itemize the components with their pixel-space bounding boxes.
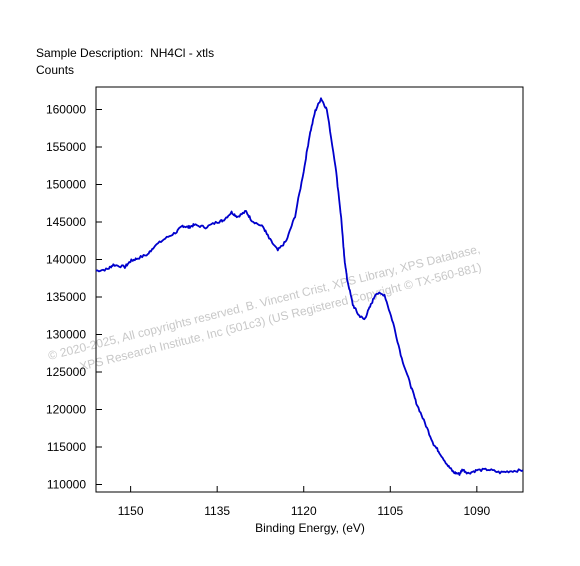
y-tick-label: 155000 bbox=[46, 140, 86, 154]
y-tick-label: 130000 bbox=[46, 328, 86, 342]
plot-frame bbox=[95, 86, 524, 493]
x-axis-label: Binding Energy, (eV) bbox=[255, 521, 365, 535]
y-tick-label: 150000 bbox=[46, 178, 86, 192]
spectrum-line bbox=[95, 97, 524, 476]
x-tick-label: 1090 bbox=[463, 504, 490, 518]
x-tick-label: 1105 bbox=[377, 504, 403, 518]
x-tick-label: 1150 bbox=[118, 504, 144, 518]
x-tick-label: 1120 bbox=[291, 504, 317, 518]
x-tick-label: 1135 bbox=[204, 504, 230, 518]
y-tick-label: 110000 bbox=[47, 478, 86, 492]
y-tick-label: 135000 bbox=[46, 290, 86, 304]
y-axis-title: Counts bbox=[36, 63, 75, 77]
y-tick-label: 145000 bbox=[46, 215, 86, 229]
sample-description-label: Sample Description: bbox=[36, 46, 144, 60]
x-axis: 1150 1135 1120 1105 1090 bbox=[118, 486, 491, 518]
sample-description-value: NH4Cl - xtls bbox=[150, 46, 215, 60]
y-tick-label: 120000 bbox=[46, 403, 86, 417]
y-axis: 110000 115000 120000 125000 130000 135000 1400… bbox=[46, 103, 102, 492]
y-tick-label: 140000 bbox=[46, 253, 86, 267]
y-tick-label: 115000 bbox=[47, 440, 86, 454]
y-tick-label: 125000 bbox=[46, 365, 86, 379]
copyright-watermark: © 2020-2025, All copyrights reserved, B.… bbox=[47, 242, 483, 374]
watermark-line-2: XPS Research Institute, Inc (501c3) (US … bbox=[78, 260, 483, 374]
watermark-line-1: © 2020-2025, All copyrights reserved, B.… bbox=[47, 242, 482, 363]
sample-description: Sample Description: NH4Cl - xtls bbox=[36, 46, 214, 60]
y-tick-label: 160000 bbox=[46, 103, 86, 117]
